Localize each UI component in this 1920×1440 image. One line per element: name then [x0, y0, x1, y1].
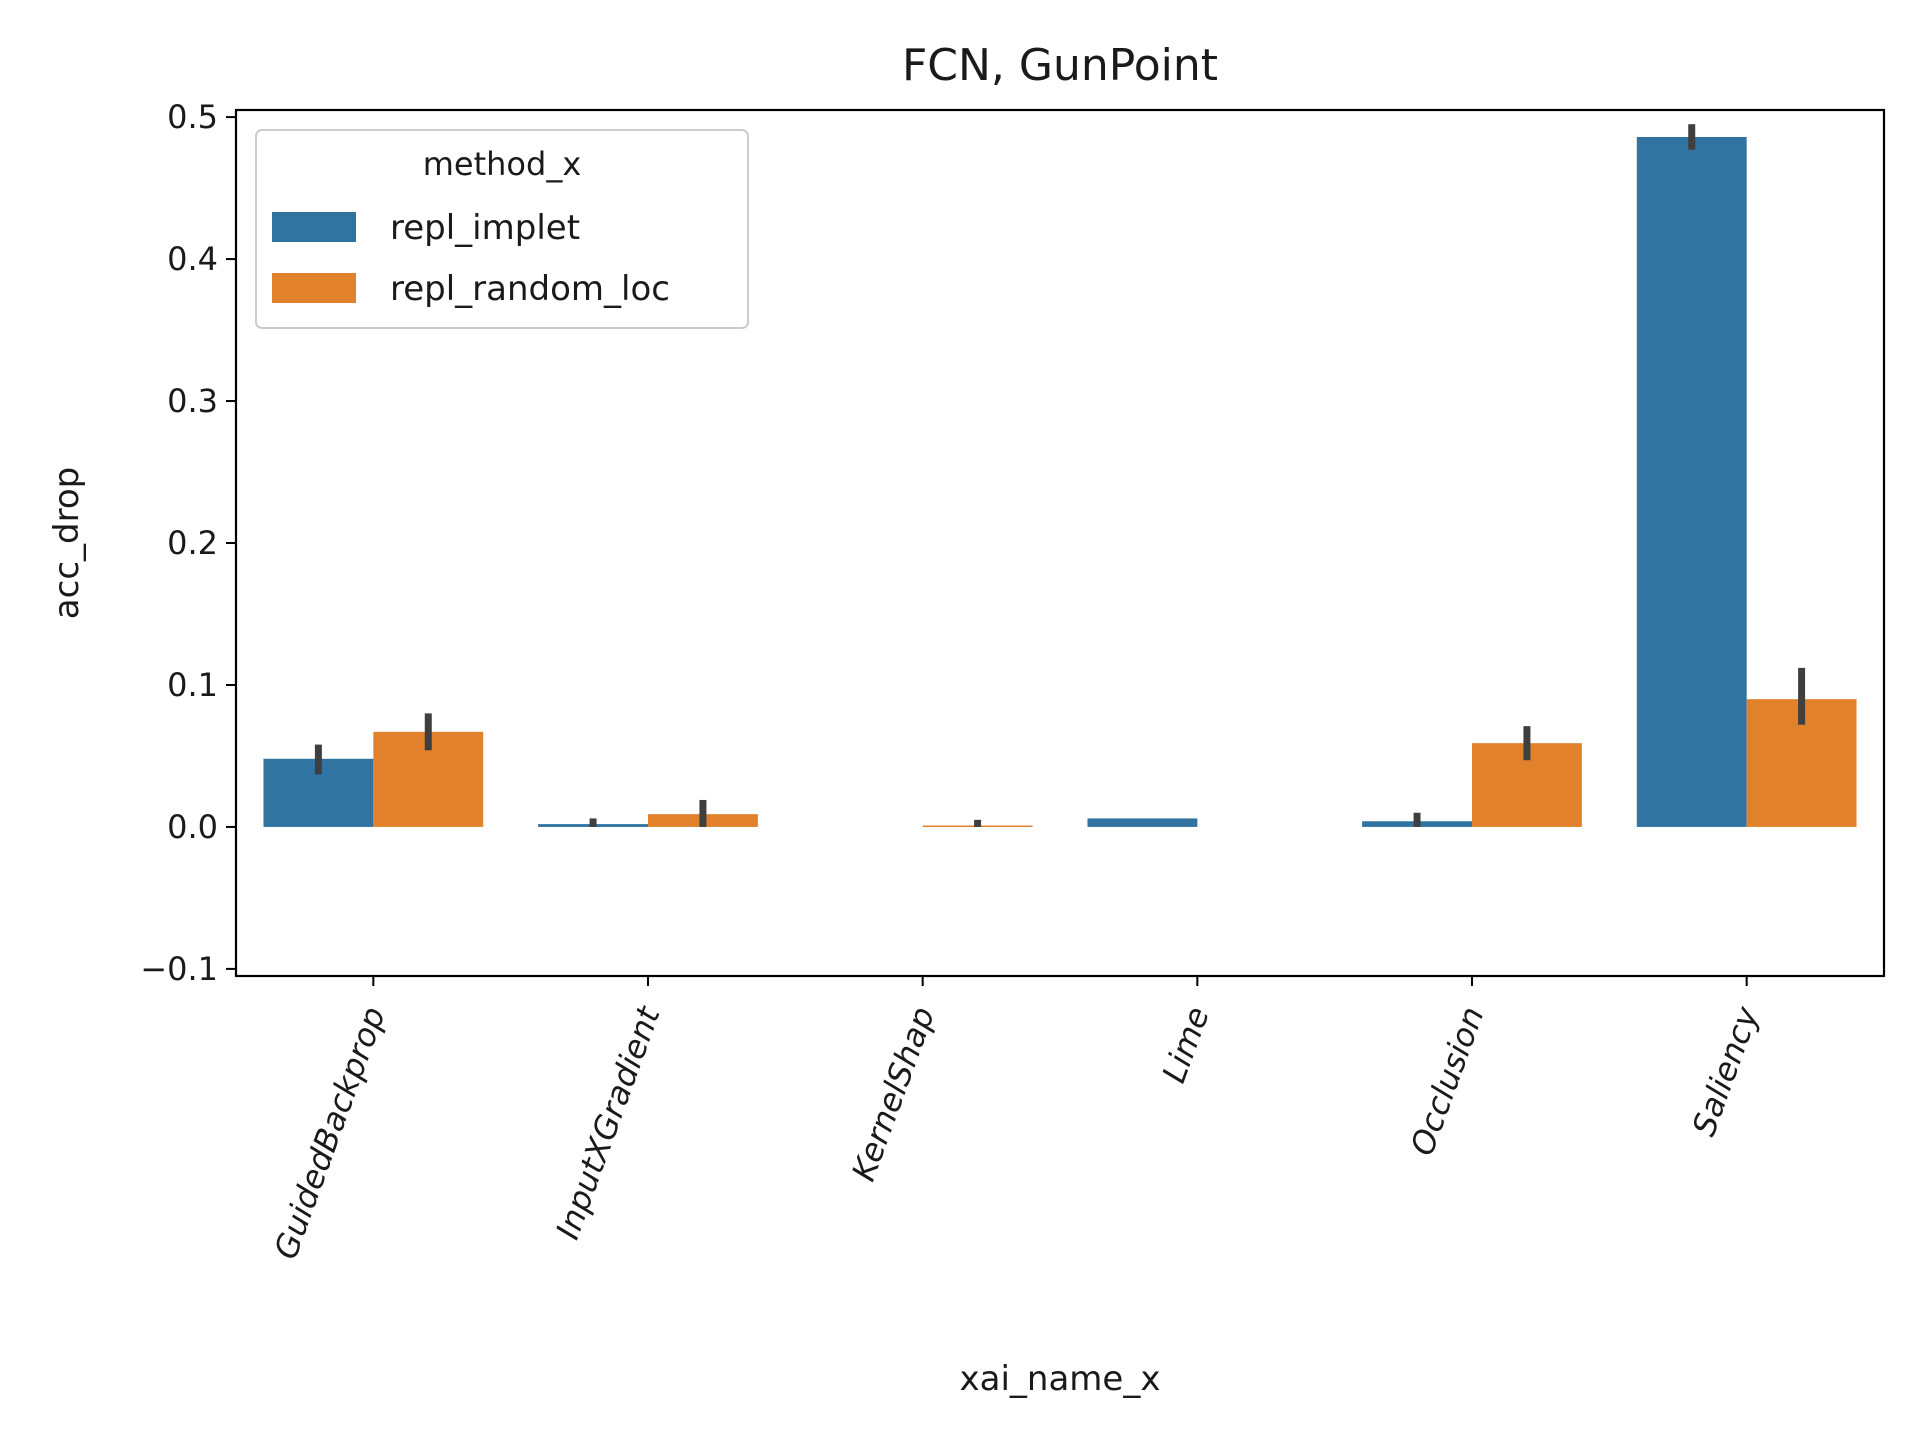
x-tick-label-lime: Lime [1155, 1002, 1217, 1088]
legend-label-repl-implet: repl_implet [390, 208, 580, 248]
y-axis-label: acc_drop [47, 467, 87, 619]
chart-title: FCN, GunPoint [902, 40, 1218, 91]
bar-repl-implet-saliency [1636, 136, 1747, 827]
y-tick-label: 0.3 [167, 382, 218, 420]
x-tick-label-guidedbackprop: GuidedBackprop [266, 1002, 392, 1264]
legend-swatch-repl-implet [272, 212, 356, 242]
legend: method_x repl_implet repl_random_loc [255, 129, 749, 329]
legend-box [255, 129, 749, 329]
x-tick-label-occlusion: Occlusion [1403, 1002, 1492, 1161]
legend-label-repl-random-loc: repl_random_loc [390, 269, 670, 309]
y-tick-label: 0.4 [167, 240, 218, 278]
y-axis: −0.1 0.0 0.1 0.2 0.3 0.4 0.5 [140, 98, 236, 988]
bar-repl-implet-lime [1087, 818, 1198, 827]
legend-swatch-repl-random-loc [272, 273, 356, 303]
x-tick-label-inputxgradient: InputXGradient [548, 1000, 668, 1244]
error-bar-group [314, 124, 1806, 827]
x-axis-label: xai_name_x [960, 1359, 1161, 1399]
y-tick-label: 0.2 [167, 524, 218, 562]
y-tick-label: 0.1 [167, 666, 218, 704]
y-tick-label: −0.1 [140, 950, 218, 988]
bar-group [263, 136, 1857, 828]
x-axis: GuidedBackprop InputXGradient KernelShap Li… [266, 976, 1767, 1264]
legend-title: method_x [423, 145, 582, 183]
y-tick-label: 0.5 [167, 98, 218, 136]
x-tick-label-kernelshap: KernelShap [844, 1002, 942, 1186]
y-tick-label: 0.0 [167, 808, 218, 846]
x-tick-label-saliency: Saliency [1685, 1001, 1767, 1141]
